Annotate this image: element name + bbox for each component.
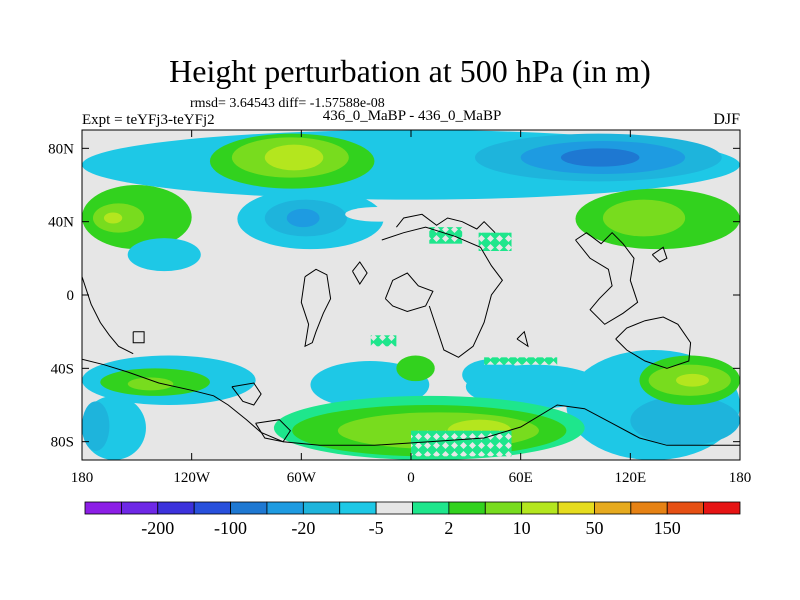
- coastline-4: [384, 272, 434, 313]
- colorbar-label-5: 10: [513, 518, 531, 538]
- colorbar-swatch-9: [412, 501, 450, 515]
- colorbar-label-1: -100: [214, 518, 247, 538]
- x-axis: 180 120W 60W 0 60E 120E 180: [71, 130, 752, 486]
- colorbar-swatch-16: [666, 501, 705, 515]
- x-tick-label-4: 60E: [509, 470, 533, 486]
- x-tick-label-0: 180: [71, 470, 94, 486]
- coastline-8: [615, 316, 692, 369]
- contour-region-32: [396, 355, 435, 382]
- contour-region-33: [462, 359, 521, 391]
- colorbar-swatch-15: [630, 501, 668, 515]
- hatched-patch-4: [484, 357, 558, 365]
- contour-region-20: [82, 401, 110, 451]
- coastline-3: [352, 261, 368, 285]
- colorbar-swatch-10: [448, 501, 486, 515]
- y-axis: 80N 40N 0 40S 80S: [48, 141, 740, 451]
- contour-region-24: [630, 395, 740, 446]
- contour-region-18: [127, 377, 174, 391]
- coastline-1: [82, 276, 134, 355]
- colorbar-swatch-17: [703, 501, 741, 515]
- hatched-patch-3: [370, 335, 397, 347]
- y-tick-label-1: 40N: [48, 215, 74, 231]
- colorbar-swatch-3: [193, 501, 231, 515]
- y-tick-label-4: 80S: [51, 435, 74, 451]
- colorbar-swatch-2: [157, 501, 195, 515]
- contour-region-13: [286, 208, 320, 228]
- x-tick-label-5: 120E: [614, 470, 646, 486]
- coastline-5: [381, 226, 504, 358]
- contour-region-9: [103, 212, 123, 224]
- coastline-10: [231, 382, 262, 406]
- coastline-layer: [82, 213, 740, 446]
- colorbar: -200 -100 -20 -5 2 10 50 150: [84, 501, 741, 538]
- contour-region-15: [602, 199, 686, 237]
- coastline-11: [255, 419, 292, 443]
- contour-region-27: [676, 373, 709, 387]
- experiment-label: Expt = teYFj3-teYFj2: [82, 112, 215, 128]
- x-tick-label-3: 0: [407, 470, 415, 486]
- chart-subtitle: rmsd= 3.64543 diff= -1.57588e-08: [190, 96, 385, 111]
- colorbar-swatch-13: [557, 501, 595, 515]
- center-label: 436_0_MaBP - 436_0_MaBP: [323, 108, 502, 124]
- colorbar-swatch-11: [484, 501, 523, 515]
- colorbar-label-4: 2: [444, 518, 453, 538]
- map-plot-area: [81, 129, 741, 461]
- colorbar-label-7: 150: [654, 518, 681, 538]
- hatched-patch-2: [478, 232, 512, 251]
- coastline-2: [300, 268, 332, 348]
- y-tick-label-0: 80N: [48, 141, 74, 157]
- coastline-0: [82, 358, 740, 446]
- colorbar-label-3: -5: [369, 518, 384, 538]
- chart-title: Height perturbation at 500 hPa (in m): [169, 53, 651, 89]
- y-tick-label-3: 40S: [51, 361, 74, 377]
- neutral-region-0: [345, 207, 411, 222]
- colorbar-swatch-8: [375, 501, 413, 515]
- colorbar-swatch-4: [230, 501, 268, 515]
- y-tick-label-2: 0: [67, 288, 75, 304]
- colorbar-label-2: -20: [291, 518, 315, 538]
- colorbar-swatch-6: [302, 501, 341, 515]
- contour-region-3: [264, 144, 324, 171]
- colorbar-label-6: 50: [585, 518, 603, 538]
- colorbar-label-0: -200: [141, 518, 174, 538]
- coastline-9: [651, 246, 668, 263]
- x-tick-label-1: 120W: [173, 470, 211, 486]
- season-label: DJF: [713, 111, 740, 128]
- contour-region-6: [560, 148, 640, 167]
- colorbar-swatch-5: [266, 501, 304, 515]
- coastline-12: [132, 331, 145, 344]
- coastline-7: [575, 231, 639, 325]
- colorbar-swatch-12: [521, 501, 559, 515]
- colorbar-swatch-14: [594, 501, 632, 515]
- contour-region-10: [127, 238, 201, 272]
- x-tick-label-6: 180: [729, 470, 752, 486]
- colorbar-swatch-0: [84, 501, 122, 515]
- coastline-13: [516, 330, 529, 348]
- colorbar-swatch-7: [339, 501, 377, 515]
- colorbar-swatch-1: [120, 501, 159, 515]
- coastline-6: [396, 213, 496, 234]
- x-tick-label-2: 60W: [287, 470, 317, 486]
